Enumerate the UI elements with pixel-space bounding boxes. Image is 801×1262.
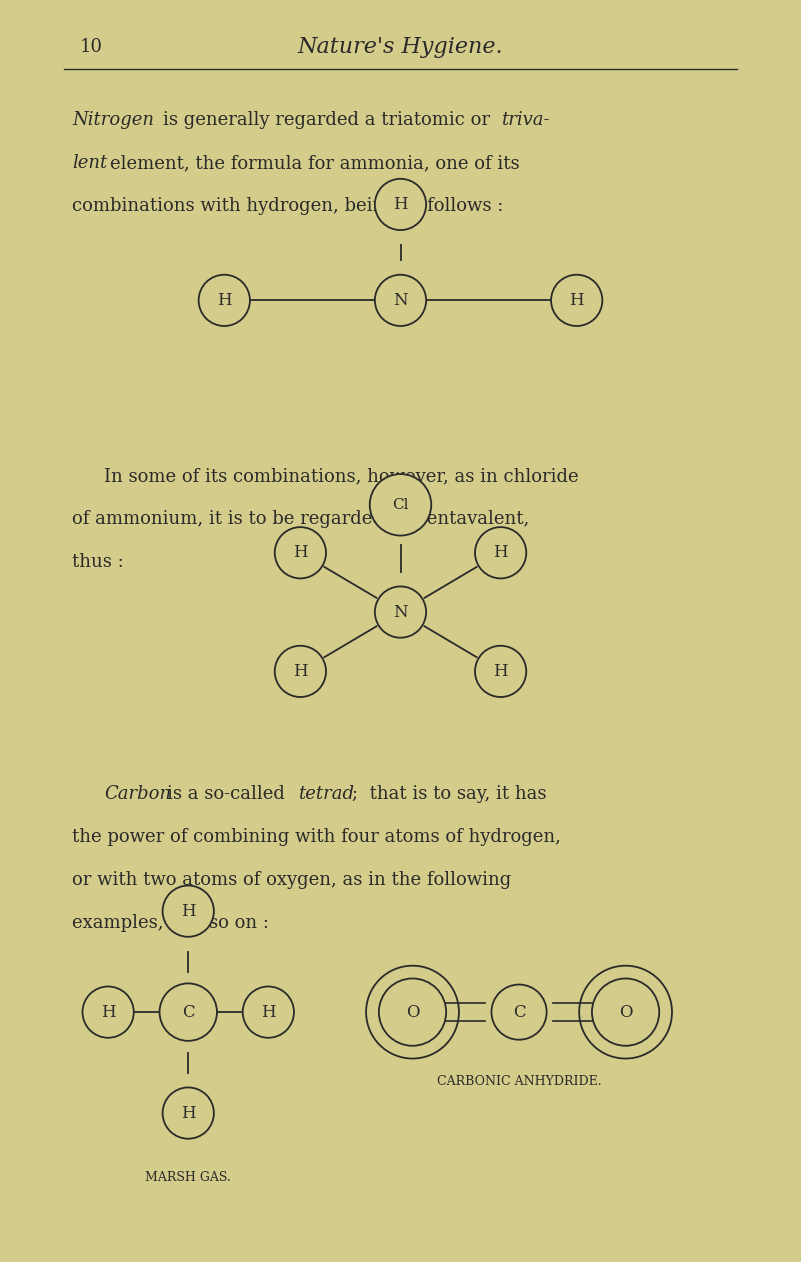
Text: H: H [570,292,584,309]
Text: O: O [406,1003,419,1021]
Text: Cl: Cl [392,497,409,512]
Ellipse shape [551,275,602,326]
Text: C: C [182,1003,195,1021]
Text: Nature's Hygiene.: Nature's Hygiene. [298,35,503,58]
Text: is generally regarded a triatomic or: is generally regarded a triatomic or [163,111,489,129]
Text: thus :: thus : [72,553,124,570]
Ellipse shape [475,646,526,697]
Text: N: N [393,603,408,621]
Ellipse shape [83,987,134,1037]
Text: CARBONIC ANHYDRIDE.: CARBONIC ANHYDRIDE. [437,1075,602,1088]
Ellipse shape [592,978,659,1046]
Text: H: H [217,292,231,309]
Text: H: H [101,1003,115,1021]
Text: Nitrogen: Nitrogen [72,111,154,129]
Ellipse shape [375,275,426,326]
Text: is a so-called: is a so-called [167,785,285,803]
Text: C: C [513,1003,525,1021]
Text: combinations with hydrogen, being as follows :: combinations with hydrogen, being as fol… [72,197,504,215]
Text: or with two atoms of oxygen, as in the following: or with two atoms of oxygen, as in the f… [72,871,511,888]
Text: H: H [181,902,195,920]
Text: triva-: triva- [501,111,550,129]
Ellipse shape [375,587,426,637]
Ellipse shape [492,984,546,1040]
Text: the power of combining with four atoms of hydrogen,: the power of combining with four atoms o… [72,828,561,846]
Text: In some of its combinations, however, as in chloride: In some of its combinations, however, as… [104,467,579,485]
Text: MARSH GAS.: MARSH GAS. [145,1171,231,1184]
Text: H: H [393,196,408,213]
Ellipse shape [243,987,294,1037]
Text: element, the formula for ammonia, one of its: element, the formula for ammonia, one of… [110,154,519,172]
Ellipse shape [163,886,214,936]
Ellipse shape [159,983,217,1041]
Ellipse shape [375,179,426,230]
Text: N: N [393,292,408,309]
Text: H: H [181,1104,195,1122]
Text: examples, and so on :: examples, and so on : [72,914,269,931]
Ellipse shape [163,1088,214,1138]
Text: lent: lent [72,154,107,172]
Ellipse shape [275,646,326,697]
Text: H: H [293,663,308,680]
Text: ;  that is to say, it has: ; that is to say, it has [352,785,546,803]
Text: H: H [261,1003,276,1021]
Text: of ammonium, it is to be regarded as pentavalent,: of ammonium, it is to be regarded as pen… [72,510,529,528]
Text: 10: 10 [80,38,103,56]
Text: H: H [293,544,308,562]
Ellipse shape [475,528,526,578]
Ellipse shape [275,528,326,578]
Text: H: H [493,544,508,562]
Text: H: H [493,663,508,680]
Ellipse shape [379,978,446,1046]
Text: Carbon: Carbon [104,785,171,803]
Text: tetrad: tetrad [298,785,354,803]
Text: O: O [619,1003,632,1021]
Ellipse shape [370,475,431,535]
Ellipse shape [199,275,250,326]
